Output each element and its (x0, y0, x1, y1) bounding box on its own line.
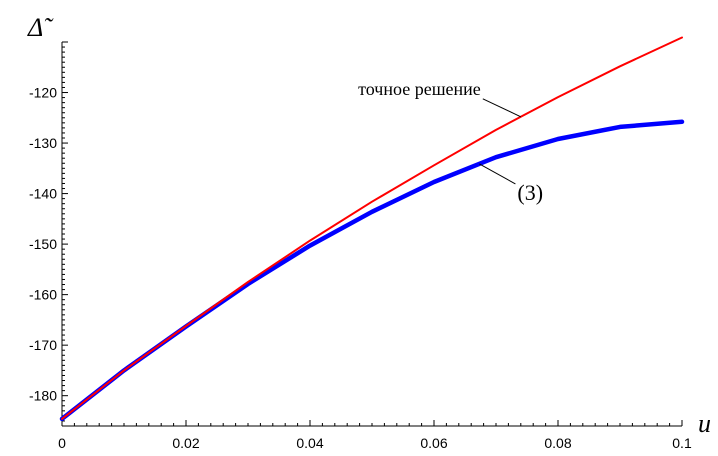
y-axis-label: Δ̃ (27, 13, 54, 42)
annotations: точное решение (3) (358, 79, 543, 205)
annotation-approx-3: (3) (517, 180, 543, 205)
y-tick-label: -160 (29, 287, 57, 303)
x-tick-label: 0 (58, 435, 66, 451)
x-tick-label: 0.08 (544, 435, 571, 451)
x-tick-label: 0.04 (296, 435, 323, 451)
axes (61, 42, 682, 427)
series (59, 36, 685, 422)
x-tick-label: 0.1 (672, 435, 692, 451)
y-tick-label: -150 (29, 236, 57, 252)
annotation-leader-exact (482, 98, 522, 118)
annotation-exact-solution: точное решение (358, 79, 481, 99)
y-tick-label: -180 (29, 388, 57, 404)
x-tick-label: 0.06 (420, 435, 447, 451)
y-tick-label: -120 (29, 85, 57, 101)
tick-labels: -180 -170 -160 -150 -140 -130 -120 0 0.02 0.04 0.0… (29, 85, 692, 451)
y-tick-label: -170 (29, 337, 57, 353)
series-approx-3-line (59, 119, 685, 422)
series-exact-solution-line (61, 36, 683, 420)
annotation-leader-approx (479, 163, 516, 185)
y-tick-label: -130 (29, 135, 57, 151)
y-tick-label: -140 (29, 186, 57, 202)
ticks (61, 41, 683, 426)
x-axis-label: u (698, 409, 711, 438)
x-tick-label: 0.02 (172, 435, 199, 451)
